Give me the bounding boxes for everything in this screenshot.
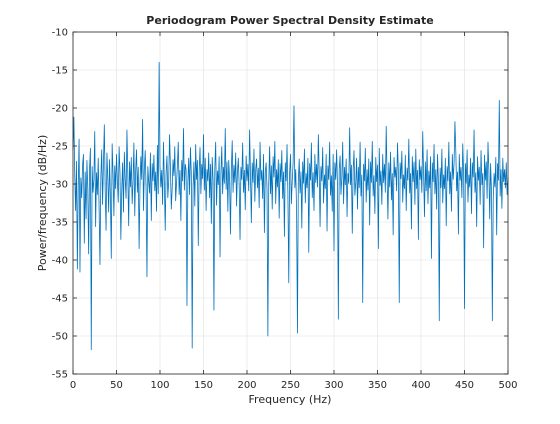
x-ticks: 0 50 100 150 200 250 300 350 400 450 500 xyxy=(70,32,518,391)
x-tick-label: 350 xyxy=(368,380,387,391)
x-tick-label: 0 xyxy=(70,380,76,391)
y-tick-label: -30 xyxy=(52,180,68,191)
x-tick-label: 150 xyxy=(194,380,213,391)
y-ticks: -55 -50 -45 -40 -35 -30 -25 -20 -15 -10 xyxy=(52,28,508,381)
x-tick-label: 50 xyxy=(110,380,123,391)
x-tick-label: 450 xyxy=(455,380,474,391)
y-axis-label: Power/frequency (dB/Hz) xyxy=(36,135,49,272)
y-tick-label: -35 xyxy=(52,218,68,229)
chart-title: Periodogram Power Spectral Density Estim… xyxy=(146,14,433,27)
y-tick-label: -45 xyxy=(52,294,68,305)
x-tick-label: 250 xyxy=(281,380,300,391)
y-tick-label: -10 xyxy=(52,28,68,39)
y-tick-label: -40 xyxy=(52,256,68,267)
x-tick-label: 300 xyxy=(324,380,343,391)
y-tick-label: -15 xyxy=(52,66,68,77)
x-axis-label: Frequency (Hz) xyxy=(249,393,332,406)
x-tick-label: 400 xyxy=(411,380,430,391)
y-tick-label: -50 xyxy=(52,332,68,343)
x-tick-label: 100 xyxy=(150,380,169,391)
y-tick-label: -55 xyxy=(52,370,68,381)
x-tick-label: 500 xyxy=(498,380,517,391)
y-tick-label: -20 xyxy=(52,104,68,115)
y-tick-label: -25 xyxy=(52,142,68,153)
psd-series-line xyxy=(72,62,509,351)
x-tick-label: 200 xyxy=(237,380,256,391)
